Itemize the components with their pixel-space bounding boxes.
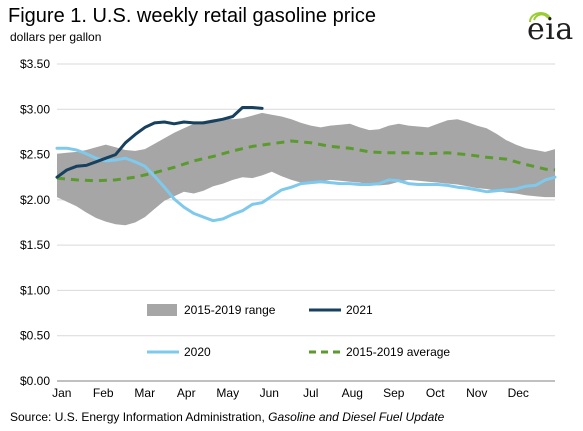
y-tick-label: $0.00: [20, 374, 50, 388]
y-axis-unit-label: dollars per gallon: [10, 30, 102, 44]
series-line-2015-2019-average: [56, 139, 556, 183]
y-tick-label: $2.00: [20, 193, 50, 207]
series-line-2021: [55, 106, 264, 179]
x-tick-label: Sep: [383, 386, 405, 400]
x-tick-label: May: [216, 386, 239, 400]
x-tick-label: Feb: [93, 386, 114, 400]
x-tick-label: Nov: [466, 386, 487, 400]
y-tick-label: $1.50: [20, 238, 50, 252]
source-prefix: Source: U.S. Energy Information Administ…: [10, 410, 265, 424]
x-tick-label: Aug: [342, 386, 363, 400]
eia-logo-graphic: [529, 12, 551, 23]
y-tick-label: $3.50: [20, 57, 50, 71]
y-tick-label: $2.50: [20, 148, 50, 162]
x-tick-label: Jun: [260, 386, 279, 400]
y-tick-label: $0.50: [20, 329, 50, 343]
x-tick-label: Mar: [134, 386, 155, 400]
legend-label: 2015-2019 average: [346, 345, 450, 359]
legend-label: 2021: [346, 303, 373, 317]
price-chart: $0.00 $0.50 $1.00 $1.50 $2.00 $2.50 $3.00 $3.50…: [20, 57, 557, 400]
x-tick-label: Apr: [177, 386, 196, 400]
x-tick-label: Jan: [52, 386, 71, 400]
y-tick-label: $1.00: [20, 283, 50, 297]
chart-title: Figure 1. U.S. weekly retail gasoline pr…: [8, 5, 376, 27]
eia-logo-icon: [520, 6, 576, 50]
legend-label: 2015-2019 range: [184, 303, 276, 317]
x-tick-label: Oct: [426, 386, 445, 400]
range-band-area: [57, 112, 555, 226]
source-note: Source: U.S. Energy Information Administ…: [10, 410, 444, 424]
legend-swatch: [147, 304, 177, 316]
y-tick-label: $3.00: [20, 102, 50, 116]
series-line-2020: [55, 146, 557, 223]
x-tick-label: Dec: [508, 386, 529, 400]
source-title: Gasoline and Diesel Fuel Update: [268, 410, 445, 424]
legend-label: 2020: [184, 345, 211, 359]
eia-logo-text: eia: [527, 12, 574, 47]
x-tick-label: Jul: [303, 386, 318, 400]
